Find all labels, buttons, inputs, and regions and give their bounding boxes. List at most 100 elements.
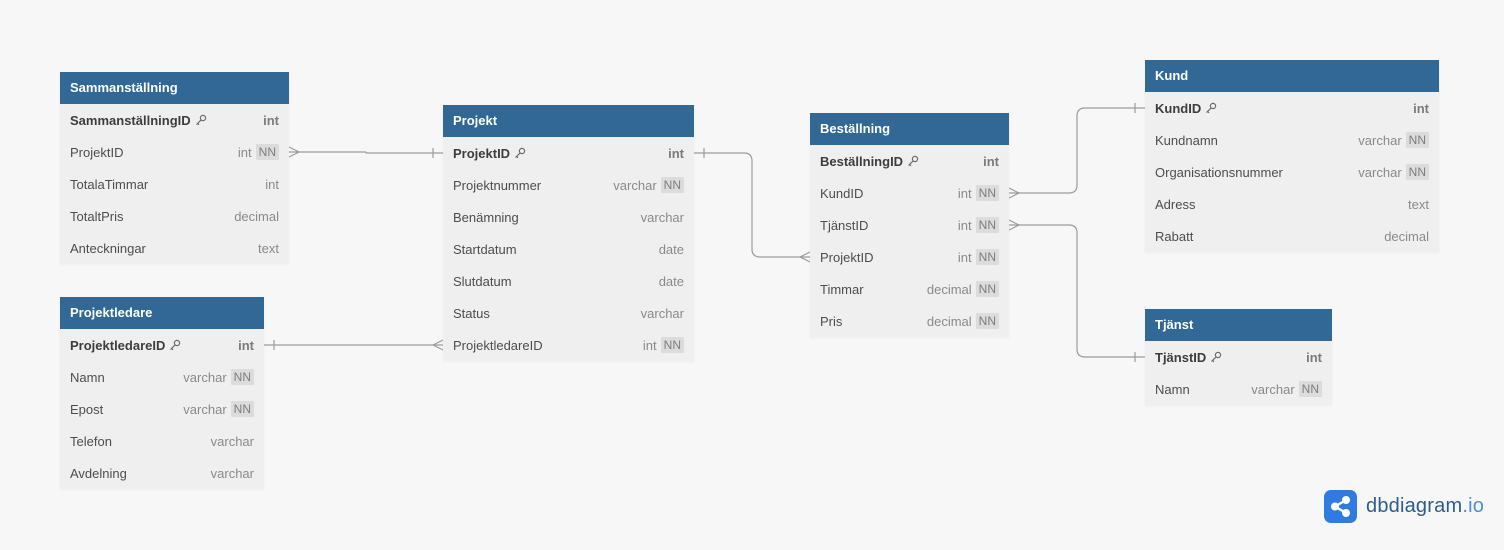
field-row[interactable]: Benämning varchar: [443, 201, 694, 233]
table-tjanst[interactable]: Tjänst TjänstID int Namn varchar NN: [1145, 309, 1332, 405]
table-header[interactable]: Projektledare: [60, 297, 264, 329]
field-type: varchar: [1358, 164, 1402, 180]
not-null-badge: NN: [975, 249, 999, 265]
field-name-text: ProjektID: [820, 249, 874, 265]
table-sammanstallning[interactable]: Sammanställning SammanställningID int Proje…: [60, 72, 289, 264]
field-row[interactable]: TjänstID int NN: [810, 209, 1009, 241]
table-header[interactable]: Kund: [1145, 60, 1439, 92]
field-name-text: ProjektledareID: [70, 337, 166, 353]
field-type: int: [265, 176, 279, 192]
primary-key-row[interactable]: ProjektID int: [443, 137, 694, 169]
table-header[interactable]: Sammanställning: [60, 72, 289, 104]
field-row[interactable]: ProjektledareID int NN: [443, 329, 694, 361]
field-name-text: KundID: [1155, 100, 1202, 116]
field-row[interactable]: Epost varchar NN: [60, 393, 264, 425]
field-type: decimal: [926, 313, 972, 329]
field-type: decimal: [234, 208, 279, 224]
brand-logo-link[interactable]: dbdiagram.io: [1324, 490, 1484, 523]
field-name-text: Telefon: [70, 433, 112, 449]
field-type: int: [957, 185, 972, 201]
key-icon: [1211, 351, 1222, 362]
field-row[interactable]: Status varchar: [443, 297, 694, 329]
field-name-text: TjänstID: [820, 217, 869, 233]
field-name: ProjektledareID: [70, 338, 238, 353]
field-type: text: [1408, 196, 1429, 212]
table-header[interactable]: Projekt: [443, 105, 694, 137]
table-kund[interactable]: Kund KundID int Kundnamn varchar NN Organisati…: [1145, 60, 1439, 252]
field-row[interactable]: Slutdatum date: [443, 265, 694, 297]
field-row[interactable]: Avdelning varchar: [60, 457, 264, 489]
not-null-badge: NN: [975, 281, 999, 297]
field-row[interactable]: Kundnamn varchar NN: [1145, 124, 1439, 156]
field-type: decimal: [1384, 228, 1429, 244]
primary-key-row[interactable]: ProjektledareID int: [60, 329, 264, 361]
field-name-text: Startdatum: [453, 241, 517, 257]
field-row[interactable]: ProjektID int NN: [60, 136, 289, 168]
field-name-text: Slutdatum: [453, 273, 512, 289]
key-icon: [908, 155, 919, 166]
field-name: Namn: [1155, 382, 1251, 397]
field-type: varchar: [183, 369, 227, 385]
field-name-text: TotaltPris: [70, 208, 124, 224]
field-name: Organisationsnummer: [1155, 165, 1358, 180]
table-bestallning[interactable]: Beställning BeställningID int KundID int NN Tj…: [810, 113, 1009, 337]
table-header[interactable]: Beställning: [810, 113, 1009, 145]
not-null-badge: NN: [975, 185, 999, 201]
field-type: varchar: [1358, 132, 1402, 148]
field-name: BeställningID: [820, 154, 983, 169]
field-name-text: Organisationsnummer: [1155, 164, 1283, 180]
primary-key-row[interactable]: BeställningID int: [810, 145, 1009, 177]
not-null-badge: NN: [1405, 132, 1429, 148]
table-projektledare[interactable]: Projektledare ProjektledareID int Namn varch…: [60, 297, 264, 489]
table-header[interactable]: Tjänst: [1145, 309, 1332, 341]
field-row[interactable]: TotaltPris decimal: [60, 200, 289, 232]
field-row[interactable]: KundID int NN: [810, 177, 1009, 209]
field-row[interactable]: Pris decimal NN: [810, 305, 1009, 337]
primary-key-row[interactable]: TjänstID int: [1145, 341, 1332, 373]
table-projekt[interactable]: Projekt ProjektID int Projektnummer varchar N…: [443, 105, 694, 361]
field-name-text: Namn: [1155, 381, 1190, 397]
field-name: Namn: [70, 370, 183, 385]
field-name: Adress: [1155, 197, 1408, 212]
field-row[interactable]: Projektnummer varchar NN: [443, 169, 694, 201]
field-row[interactable]: Organisationsnummer varchar NN: [1145, 156, 1439, 188]
not-null-badge: NN: [230, 369, 254, 385]
field-name: SammanställningID: [70, 113, 263, 128]
primary-key-row[interactable]: KundID int: [1145, 92, 1439, 124]
field-row[interactable]: Timmar decimal NN: [810, 273, 1009, 305]
field-name-text: Status: [453, 305, 490, 321]
brand-name-tld: .io: [1462, 495, 1485, 517]
field-type: varchar: [640, 305, 684, 321]
field-row[interactable]: Anteckningar text: [60, 232, 289, 264]
key-icon: [170, 339, 181, 350]
field-row[interactable]: Telefon varchar: [60, 425, 264, 457]
crows-foot-marker: [1008, 187, 1020, 199]
field-name: TjänstID: [820, 218, 958, 233]
field-type: int: [238, 337, 254, 353]
crows-foot-marker: [432, 339, 444, 351]
field-row[interactable]: ProjektID int NN: [810, 241, 1009, 273]
relationship-line-2: [694, 152, 810, 258]
not-null-badge: NN: [975, 217, 999, 233]
not-null-badge: NN: [1298, 381, 1322, 397]
field-row[interactable]: Namn varchar NN: [1145, 373, 1332, 405]
field-type: int: [1413, 100, 1429, 116]
field-row[interactable]: TotalaTimmar int: [60, 168, 289, 200]
crows-foot-marker: [288, 146, 300, 158]
field-name-text: KundID: [820, 185, 864, 201]
field-type: date: [658, 241, 684, 257]
field-name: Status: [453, 306, 641, 321]
field-name-text: Rabatt: [1155, 228, 1194, 244]
brand-name-main: dbdiagram: [1366, 495, 1463, 517]
field-name: Rabatt: [1155, 229, 1384, 244]
primary-key-row[interactable]: SammanställningID int: [60, 104, 289, 136]
field-type: int: [237, 144, 252, 160]
field-row[interactable]: Adress text: [1145, 188, 1439, 220]
field-row[interactable]: Rabatt decimal: [1145, 220, 1439, 252]
field-name: Pris: [820, 314, 927, 329]
key-icon: [195, 114, 206, 125]
field-row[interactable]: Startdatum date: [443, 233, 694, 265]
field-row[interactable]: Namn varchar NN: [60, 361, 264, 393]
not-null-badge: NN: [660, 177, 684, 193]
